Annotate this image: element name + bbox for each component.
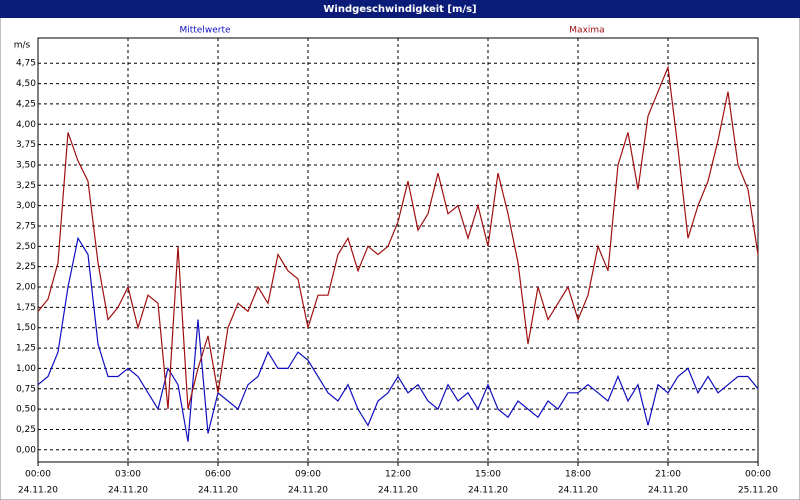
- y-tick-label: 3,00: [16, 201, 36, 211]
- x-tick-label: 12:00: [385, 470, 411, 480]
- y-tick-label: 2,00: [16, 283, 36, 293]
- chart-title: Windgeschwindigkeit [m/s]: [323, 4, 476, 15]
- y-tick-label: 4,25: [16, 99, 36, 109]
- x-tick-date: 24.11.20: [648, 486, 688, 496]
- y-tick-label: 1,50: [16, 323, 36, 333]
- y-tick-label: 0,25: [16, 425, 36, 435]
- y-tick-label: 0,50: [16, 405, 36, 415]
- y-tick-label: 3,75: [16, 140, 36, 150]
- x-tick-label: 09:00: [295, 470, 321, 480]
- x-tick-date: 24.11.20: [18, 486, 58, 496]
- y-tick-label: 2,25: [16, 262, 36, 272]
- y-tick-label: 1,00: [16, 364, 36, 374]
- x-tick-date: 24.11.20: [468, 486, 508, 496]
- x-tick-label: 15:00: [475, 470, 501, 480]
- x-tick-label: 21:00: [655, 470, 681, 480]
- y-tick-label: 2,75: [16, 221, 36, 231]
- title-bar: [0, 0, 800, 18]
- y-tick-label: 4,00: [16, 120, 36, 130]
- y-tick-label: 4,50: [16, 79, 36, 89]
- x-tick-label: 03:00: [115, 470, 141, 480]
- y-tick-label: 4,75: [16, 59, 36, 69]
- x-tick-label: 06:00: [205, 470, 231, 480]
- x-tick-label: 00:00: [745, 470, 771, 480]
- series-line: [37, 64, 759, 410]
- y-tick-label: 0,00: [16, 445, 36, 455]
- y-tick-label: 3,25: [16, 181, 36, 191]
- x-tick-label: 18:00: [565, 470, 591, 480]
- y-unit-label: m/s: [14, 41, 31, 51]
- x-tick-date: 25.11.20: [738, 486, 778, 496]
- y-tick-label: 1,75: [16, 303, 36, 313]
- y-tick-label: 2,50: [16, 242, 36, 252]
- y-tick-label: 1,25: [16, 344, 36, 354]
- x-tick-label: 00:00: [25, 470, 51, 480]
- series-line: [37, 236, 759, 442]
- y-tick-label: 0,75: [16, 384, 36, 394]
- legend-entry: Maxima: [569, 26, 604, 36]
- legend-entry: Mittelwerte: [179, 26, 230, 36]
- x-tick-date: 24.11.20: [558, 486, 598, 496]
- y-tick-label: 3,50: [16, 160, 36, 170]
- x-tick-date: 24.11.20: [288, 486, 328, 496]
- x-tick-date: 24.11.20: [198, 486, 238, 496]
- x-tick-date: 24.11.20: [378, 486, 418, 496]
- x-tick-date: 24.11.20: [108, 486, 148, 496]
